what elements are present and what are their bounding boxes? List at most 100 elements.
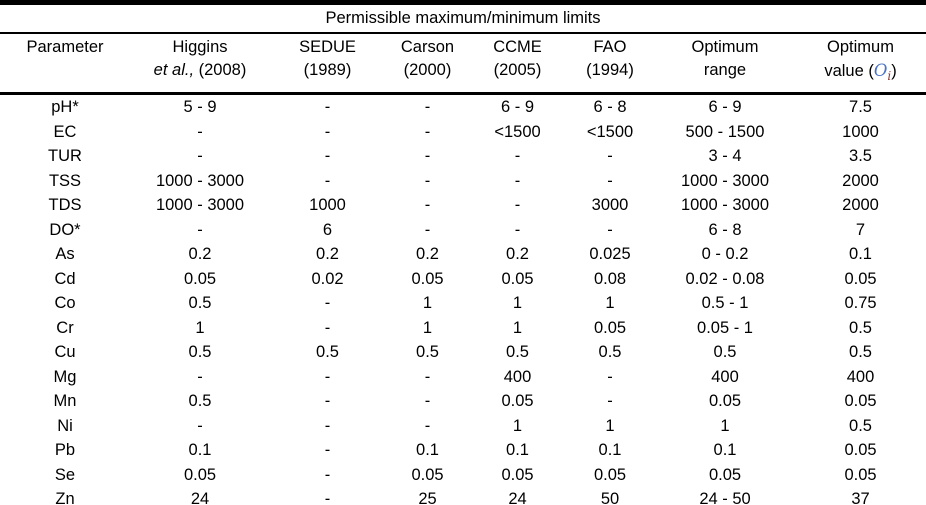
value-cell: 6 - 9	[500, 98, 535, 116]
value-cell: 0.5	[713, 343, 737, 361]
value-cell: -	[607, 220, 613, 239]
value-cell: -	[607, 171, 613, 190]
value-cell: 0.08	[593, 269, 627, 288]
column-header-label: FAO	[593, 38, 627, 56]
value-cell: 0.05	[593, 465, 627, 484]
value-cell: 1000 - 3000	[155, 196, 245, 214]
value-cell: 0.75	[844, 294, 877, 312]
column-header-label: Optimum	[827, 38, 894, 56]
value-cell: 37	[795, 487, 926, 505]
value-cell: -	[197, 220, 203, 239]
math-i-subscript: i	[887, 69, 892, 83]
parameter-cell: TDS	[48, 196, 82, 214]
value-cell: 1000	[842, 122, 879, 141]
value-cell: -	[514, 171, 521, 190]
value-cell: 500 - 1500	[685, 122, 765, 141]
value-cell: -	[197, 416, 203, 435]
value-cell: 6	[322, 220, 333, 239]
table-row: pH* 5 - 9 - - 6 - 9 6 - 8 6 - 9 7.5	[0, 94, 926, 120]
value-cell: 0.2	[188, 245, 212, 263]
value-suffix-text: )	[891, 62, 897, 80]
value-cell: 24	[130, 487, 270, 505]
column-header-sublabel: et al., (2008)	[130, 59, 270, 82]
value-cell: 1	[195, 318, 205, 337]
value-cell: -	[324, 318, 331, 337]
value-cell: -	[270, 487, 385, 505]
table-row: TDS 1000 - 3000 1000 - - 3000 1000 - 3000 2000	[0, 193, 926, 218]
table-row: Pb 0.1 - 0.1 0.1 0.1 0.1 0.05	[0, 438, 926, 463]
value-cell: 6 - 8	[708, 220, 742, 239]
table-row: Cu 0.5 0.5 0.5 0.5 0.5 0.5 0.5	[0, 340, 926, 365]
value-cell: 0.5	[849, 416, 872, 435]
value-cell: 0.2	[506, 245, 529, 263]
value-cell: -	[324, 122, 331, 141]
value-cell: <1500	[494, 122, 541, 141]
parameter-cell: DO*	[49, 220, 81, 239]
value-cell: 0.1	[506, 441, 529, 459]
value-cell: -	[324, 367, 331, 386]
parameter-cell: Se	[54, 465, 76, 484]
spanning-header-row: Permissible maximum/minimum limits	[0, 0, 926, 34]
parameter-cell: Mn	[53, 392, 77, 410]
value-cell: 0.05 - 1	[697, 318, 753, 337]
value-cell: 3000	[591, 196, 629, 214]
column-header-sedue: SEDUE (1989)	[270, 33, 385, 95]
value-cell: 1	[512, 294, 523, 312]
table-row: Cr 1 - 1 1 0.05 0.05 - 1 0.5	[0, 316, 926, 341]
value-cell: 0 - 0.2	[701, 245, 749, 263]
spanning-header: Permissible maximum/minimum limits	[0, 0, 926, 34]
value-cell: -	[424, 171, 431, 190]
column-header-label: SEDUE	[299, 38, 356, 56]
et-al-text: et al.,	[153, 61, 195, 79]
value-cell: 400	[711, 367, 739, 386]
value-cell: 0.05	[844, 441, 877, 459]
value-cell: 1	[512, 416, 523, 435]
value-cell: 1000 - 3000	[155, 171, 245, 190]
value-cell: 0.05	[501, 465, 534, 484]
value-cell: 7.5	[849, 98, 872, 116]
value-cell: 0.025	[589, 245, 631, 263]
table-row: Mg - - - 400 - 400 400	[0, 365, 926, 390]
column-header-ccme: CCME (2005)	[470, 33, 565, 95]
value-cell: -	[514, 220, 521, 239]
value-cell: 0.05	[183, 465, 217, 484]
value-cell: 25	[385, 487, 470, 505]
value-cell: -	[324, 147, 331, 165]
column-header-fao: FAO (1994)	[565, 33, 655, 95]
column-header-higgins: Higgins et al., (2008)	[130, 33, 270, 95]
column-header-sublabel: (1994)	[586, 61, 634, 79]
value-cell: -	[324, 441, 331, 459]
value-cell: 0.05	[708, 392, 742, 410]
value-cell: 1	[605, 294, 615, 312]
value-prefix-text: value (	[824, 62, 874, 80]
value-cell: 1	[720, 416, 730, 435]
value-cell: 400	[846, 367, 875, 386]
value-cell: 0.1	[713, 441, 737, 459]
value-cell: 0.05	[411, 269, 444, 288]
value-cell: 0.05	[183, 269, 217, 288]
value-cell: 0.05	[844, 392, 877, 410]
table-row: Mn 0.5 - - 0.05 - 0.05 0.05	[0, 389, 926, 414]
value-cell: -	[424, 392, 431, 410]
column-header-sublabel: range	[703, 61, 747, 79]
value-cell: 0.5	[506, 343, 529, 361]
value-cell: <1500	[586, 122, 634, 141]
column-header-label: Parameter	[26, 38, 104, 56]
column-header-carson: Carson (2000)	[385, 33, 470, 95]
value-cell: -	[424, 367, 431, 386]
value-cell: 0.1	[188, 441, 212, 459]
value-cell: 1	[422, 318, 433, 337]
table-row: TUR - - - - - 3 - 4 3.5	[0, 144, 926, 169]
parameter-cell: Mg	[53, 367, 77, 386]
value-cell: 3 - 4	[708, 147, 742, 165]
value-cell: 2000	[842, 196, 879, 214]
value-cell: 7	[855, 220, 866, 239]
column-header-optimum-range: Optimum range	[655, 33, 795, 95]
column-header-label: Optimum	[691, 38, 759, 56]
value-cell: -	[324, 392, 331, 410]
value-cell: 0.5	[416, 343, 439, 361]
parameter-cell: TUR	[48, 147, 82, 165]
value-cell: 1	[512, 318, 523, 337]
value-cell: 50	[565, 487, 655, 505]
